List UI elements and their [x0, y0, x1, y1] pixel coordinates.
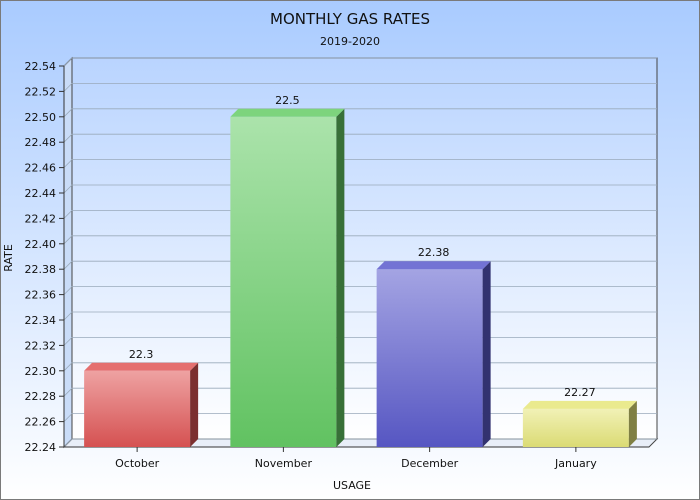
bar-top — [522, 400, 637, 409]
bar-front — [376, 269, 483, 447]
bar-top — [376, 261, 491, 270]
data-label: 22.38 — [418, 246, 450, 259]
y-tick-label: 22.42 — [25, 212, 57, 225]
bar-side — [336, 108, 345, 448]
y-axis-title: RATE — [2, 244, 15, 272]
grid-line — [63, 209, 657, 219]
x-tick-label: December — [401, 457, 459, 470]
bar-side — [190, 362, 199, 447]
y-tick-label: 22.50 — [25, 111, 57, 124]
y-tick-label: 22.38 — [25, 263, 57, 276]
grid-line — [63, 235, 657, 245]
grid-line — [63, 159, 657, 168]
chart-title: MONTHLY GAS RATES — [270, 10, 430, 28]
y-tick-label: 22.32 — [25, 339, 57, 352]
plot-side-wall — [63, 56, 73, 449]
chart-subtitle: 2019-2020 — [320, 35, 380, 48]
data-labels: 22.3 22.5 22.38 22.27 — [129, 94, 596, 399]
y-tick-label: 22.28 — [25, 390, 57, 403]
x-axis-title: USAGE — [333, 479, 371, 492]
x-tick-label: January — [554, 457, 597, 470]
bar-side — [628, 400, 637, 447]
y-tick-labels: 22.24 22.26 22.28 22.30 22.32 22.34 22.36 22.38… — [25, 60, 57, 454]
y-tick-label: 22.24 — [25, 441, 57, 454]
bar-front — [84, 370, 191, 447]
bar-october — [84, 362, 199, 447]
bar-front — [522, 408, 629, 447]
data-label: 22.5 — [275, 94, 300, 107]
bar-top — [230, 108, 345, 117]
y-tick-label: 22.40 — [25, 238, 57, 251]
grid-line — [63, 133, 657, 143]
grid-line — [63, 83, 657, 92]
y-tick-label: 22.44 — [25, 187, 57, 200]
bar-november — [230, 108, 345, 448]
grid-line — [63, 108, 657, 118]
x-tick-label: November — [255, 457, 313, 470]
bar-side — [482, 261, 491, 447]
grid-line — [63, 184, 657, 194]
y-tick-label: 22.48 — [25, 136, 57, 149]
bar-top — [84, 362, 199, 371]
data-label: 22.3 — [129, 348, 154, 361]
y-tick-label: 22.36 — [25, 289, 57, 302]
y-tick-label: 22.30 — [25, 365, 57, 378]
bar-front — [230, 116, 337, 448]
x-tick-label: October — [115, 457, 159, 470]
bar-december — [376, 261, 491, 447]
y-tick-label: 22.34 — [25, 314, 57, 327]
bar-january — [522, 400, 637, 447]
bars — [84, 108, 637, 448]
y-tick-label: 22.52 — [25, 85, 57, 98]
x-tick-labels: October November December January — [115, 447, 597, 470]
y-tick-label: 22.54 — [25, 60, 57, 73]
grid-line — [63, 57, 657, 67]
y-tick-label: 22.26 — [25, 416, 57, 429]
data-label: 22.27 — [564, 386, 596, 399]
y-tick-label: 22.46 — [25, 162, 57, 175]
